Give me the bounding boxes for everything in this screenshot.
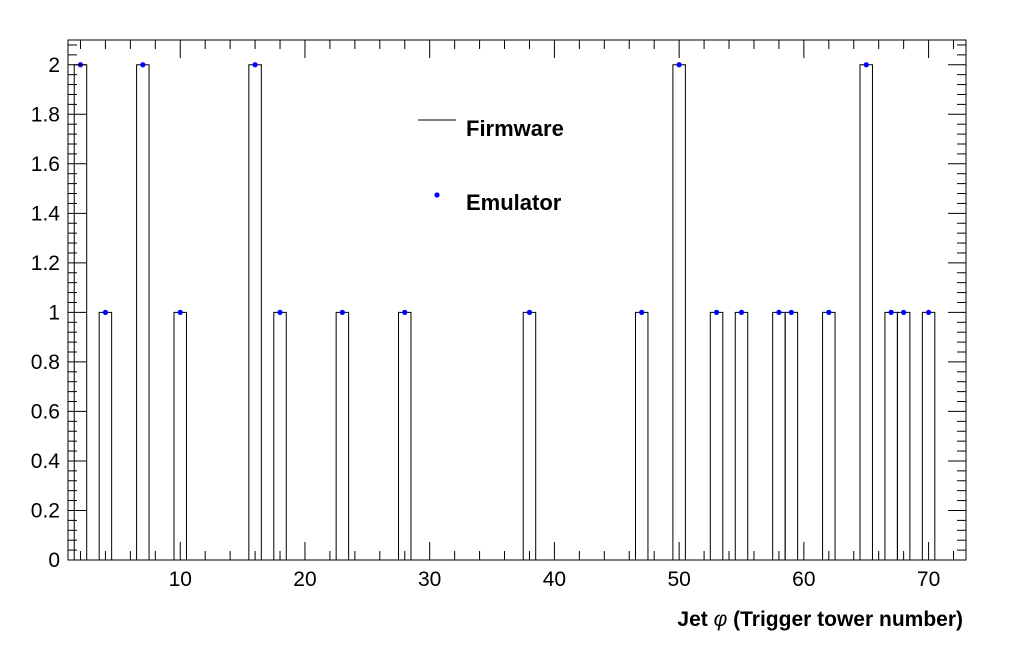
x-axis-title: Jet φ (Trigger tower number) <box>677 608 963 631</box>
y-tick-label: 0.4 <box>31 450 61 473</box>
legend: Firmware Emulator <box>418 116 564 215</box>
axis-labels-layer: 10 20 30 40 50 60 70 0 0.2 0.4 0.6 0.8 1 1.2 1.4 1.6 1.8… <box>31 54 940 591</box>
y-tick-label: 0.8 <box>31 351 60 374</box>
x-axis-title-symbol: φ <box>714 608 728 631</box>
y-tick-label: 1.6 <box>31 153 60 176</box>
axis-ticks-layer <box>68 40 966 561</box>
x-tick-label: 70 <box>917 568 940 591</box>
emulator-point <box>888 309 894 315</box>
emulator-point <box>676 62 682 68</box>
x-tick-label: 60 <box>792 568 815 591</box>
emulator-point <box>925 309 932 315</box>
emulator-point <box>713 309 720 315</box>
emulator-point <box>901 309 907 315</box>
emulator-point <box>339 309 345 315</box>
emulator-point <box>863 62 869 68</box>
emulator-point <box>788 309 794 315</box>
plot-frame <box>67 39 967 561</box>
x-tick-label: 40 <box>543 568 566 591</box>
x-tick-label: 30 <box>418 568 441 591</box>
x-tick-label: 50 <box>667 568 690 591</box>
y-tick-label: 1.8 <box>31 103 60 126</box>
x-tick-label: 20 <box>293 568 316 591</box>
emulator-markers-layer <box>77 62 932 315</box>
emulator-point <box>177 309 183 315</box>
x-tick-label: 10 <box>169 568 192 591</box>
y-tick-label: 0.2 <box>31 499 60 522</box>
firmware-bars-layer <box>73 64 936 561</box>
emulator-point <box>526 309 533 315</box>
x-axis-title-before: Jet <box>677 608 713 631</box>
y-tick-label: 1.4 <box>31 202 61 225</box>
legend-firmware-label: Firmware <box>466 116 564 141</box>
emulator-point <box>639 309 645 315</box>
x-axis-title-after: (Trigger tower number) <box>733 608 963 631</box>
emulator-point <box>102 309 109 315</box>
emulator-point <box>776 309 782 315</box>
emulator-point <box>140 62 146 68</box>
emulator-point <box>252 62 258 68</box>
emulator-point <box>738 309 745 315</box>
legend-emulator-label: Emulator <box>466 190 562 215</box>
y-tick-label: 0 <box>48 549 60 572</box>
y-tick-label: 1 <box>48 301 60 324</box>
emulator-point <box>826 309 832 315</box>
legend-emulator-marker <box>434 192 440 198</box>
plot-layer <box>67 39 967 561</box>
emulator-point <box>277 309 283 315</box>
y-tick-label: 1.2 <box>31 252 60 275</box>
y-tick-label: 0.6 <box>31 400 60 423</box>
y-tick-label: 2 <box>48 54 60 77</box>
emulator-point <box>402 309 408 315</box>
